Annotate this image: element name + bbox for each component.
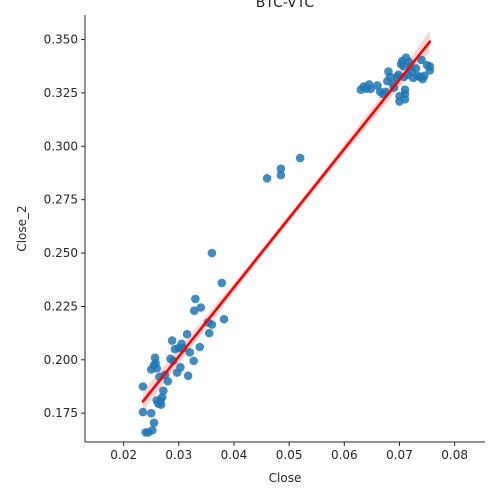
y-tick-label: 0.350: [44, 33, 78, 47]
x-axis-label: Close: [269, 471, 302, 485]
x-tick-label: 0.03: [165, 448, 192, 462]
data-point: [157, 392, 167, 402]
y-tick-label: 0.250: [44, 246, 78, 260]
data-point: [400, 95, 410, 104]
y-tick-label: 0.300: [44, 139, 78, 153]
data-point: [217, 278, 227, 288]
y-tick-label: 0.175: [44, 406, 78, 420]
x-axis-ticks: 0.02 0.03 0.04 0.05 0.06 0.07 0.08: [110, 442, 468, 462]
x-tick-label: 0.08: [441, 448, 468, 462]
y-tick-label: 0.225: [44, 299, 78, 313]
data-point: [138, 382, 148, 391]
data-point: [207, 320, 217, 329]
chart-title: BTC-VTC: [256, 0, 315, 11]
x-tick-label: 0.06: [331, 448, 358, 462]
x-tick-label: 0.05: [276, 448, 303, 462]
data-point: [163, 376, 173, 386]
data-point: [146, 408, 156, 418]
data-point: [138, 407, 148, 417]
data-point: [417, 55, 426, 65]
regression-layer: [141, 40, 432, 403]
data-point: [276, 164, 286, 174]
data-point: [196, 303, 206, 312]
data-point: [295, 153, 305, 163]
data-point: [152, 364, 162, 373]
data-point: [191, 294, 200, 304]
data-point: [185, 348, 195, 357]
data-point: [183, 371, 193, 381]
scatter-points: [138, 53, 435, 437]
y-axis-label: Close_2: [15, 205, 29, 251]
data-point: [182, 329, 192, 339]
y-axis-ticks: 0.175 0.200 0.225 0.250 0.275 0.300 0.325 0.350: [44, 33, 85, 420]
data-point: [195, 342, 205, 352]
data-point: [425, 66, 435, 75]
data-point: [149, 418, 159, 428]
data-point: [262, 174, 272, 183]
data-point: [207, 248, 217, 258]
y-tick-label: 0.275: [44, 193, 78, 207]
x-tick-label: 0.04: [221, 448, 248, 462]
data-point: [167, 336, 177, 345]
data-point: [204, 328, 214, 338]
y-tick-label: 0.325: [44, 86, 78, 100]
y-tick-label: 0.200: [44, 353, 78, 367]
x-tick-label: 0.02: [110, 448, 137, 462]
data-point: [219, 314, 229, 324]
data-point: [400, 85, 410, 95]
data-point: [420, 71, 429, 81]
data-point: [159, 386, 168, 396]
data-point: [276, 170, 286, 180]
data-point: [411, 64, 421, 73]
data-point: [189, 306, 199, 315]
data-point: [148, 425, 157, 435]
x-tick-label: 0.07: [386, 448, 413, 462]
axes: [84, 15, 485, 443]
data-point: [156, 400, 166, 409]
regression-line: [141, 40, 432, 403]
data-point: [176, 362, 185, 372]
data-point: [366, 84, 376, 93]
data-point: [189, 356, 198, 366]
